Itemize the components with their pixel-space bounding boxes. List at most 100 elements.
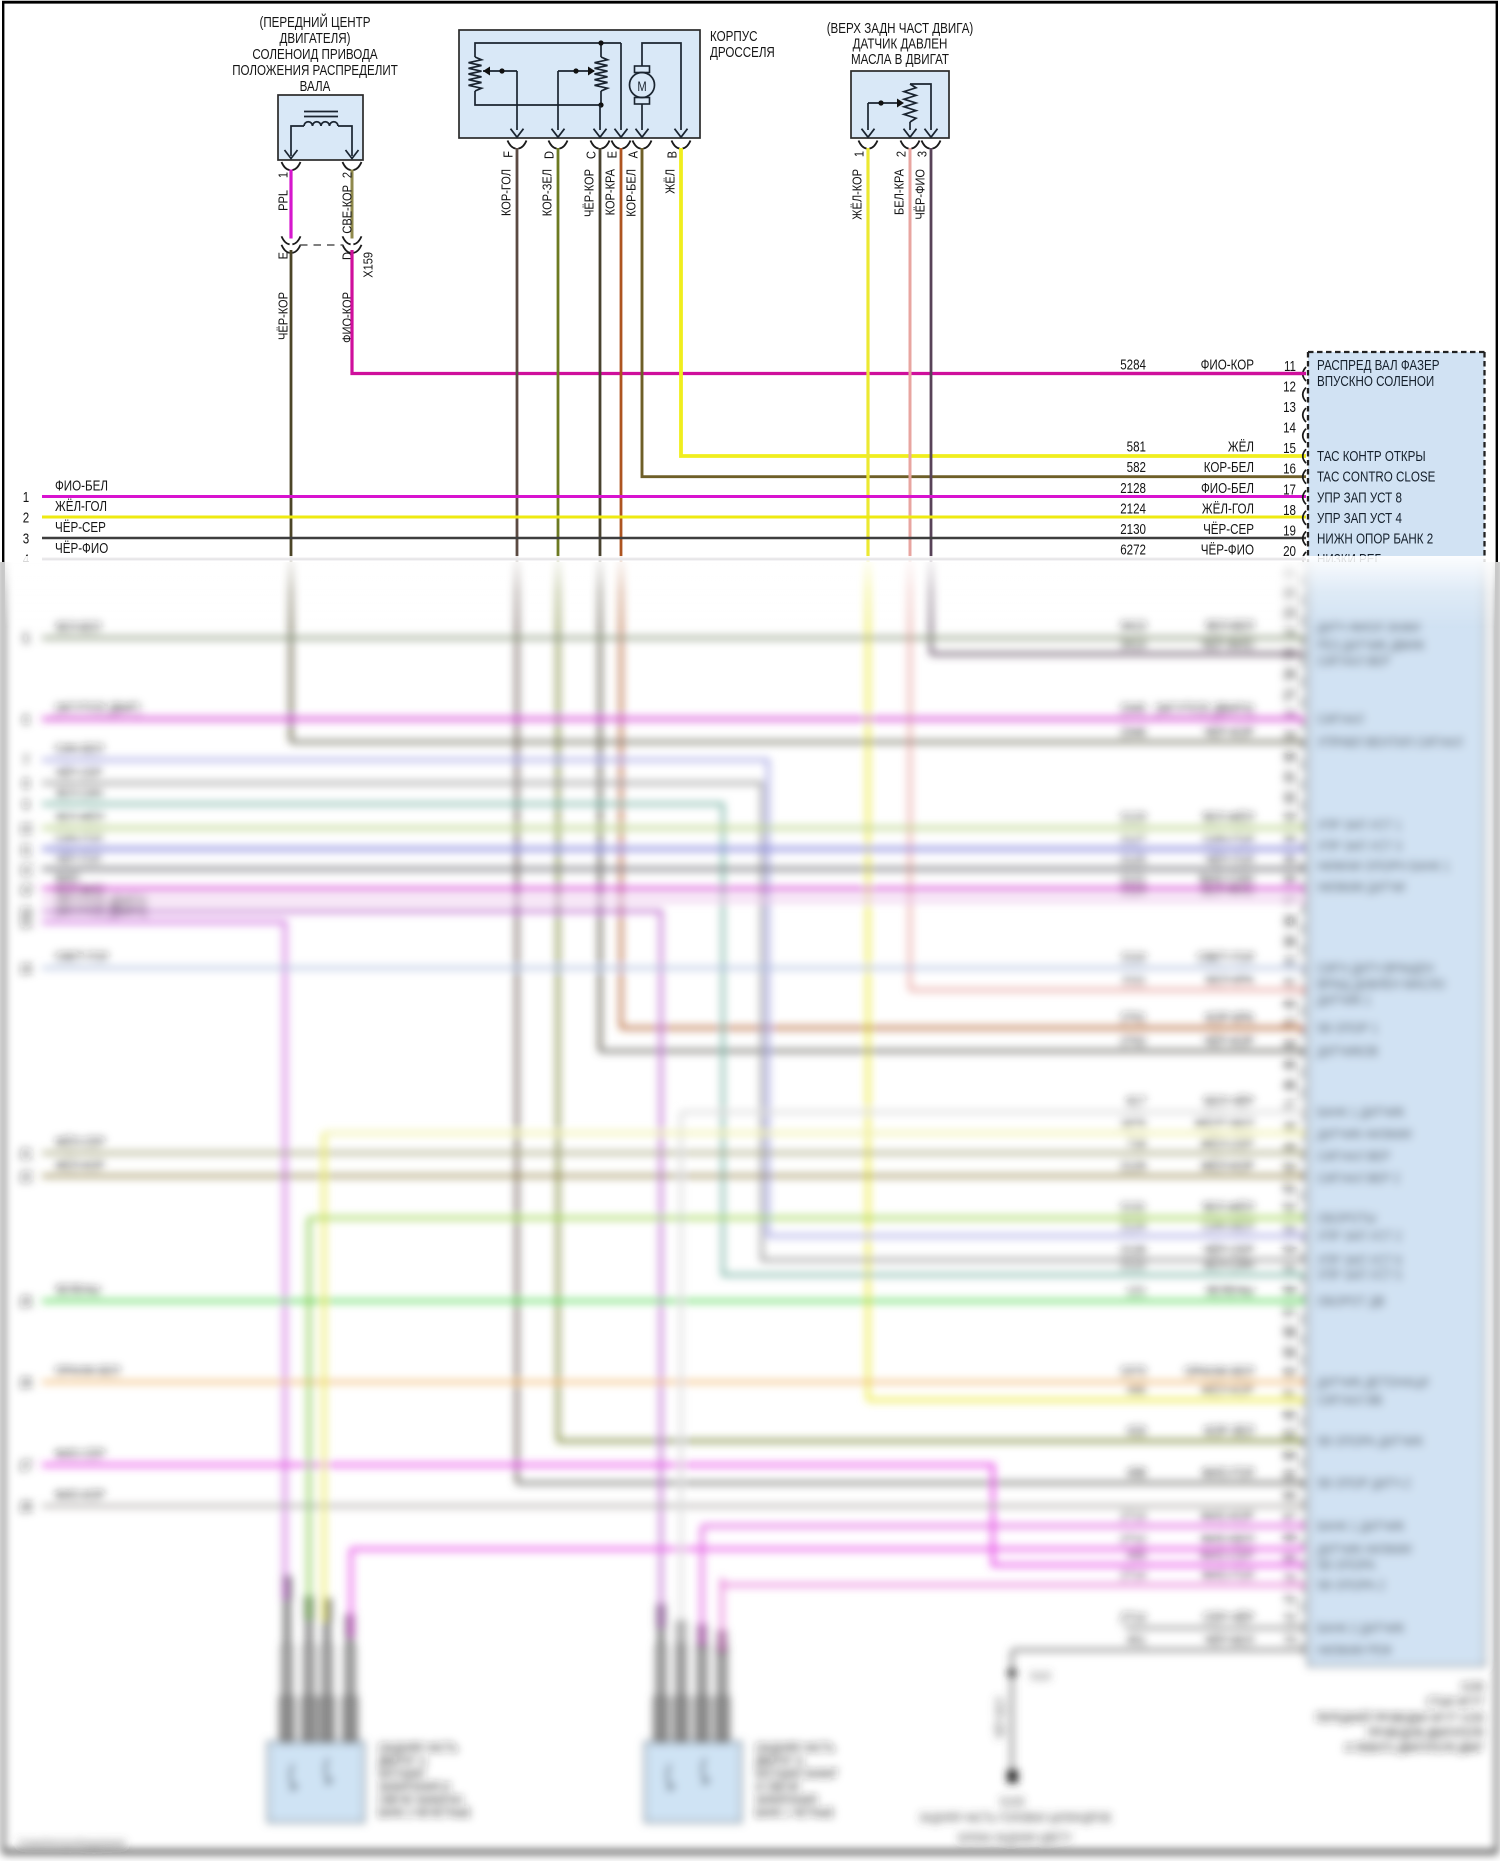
svg-text:44: 44	[1283, 1036, 1296, 1053]
svg-text:КОР-ГОЛ: КОР-ГОЛ	[499, 169, 514, 216]
svg-text:47: 47	[1283, 1098, 1296, 1115]
svg-text:УПР ЗАП УСТ 5: УПР ЗАП УСТ 5	[1317, 1267, 1402, 1284]
svg-text:17: 17	[1283, 481, 1296, 498]
svg-text:50: 50	[1283, 1159, 1296, 1176]
svg-text:БЕЛ-ЧЁР: БЕЛ-ЧЁР	[1204, 1094, 1254, 1111]
svg-text:582: 582	[1127, 459, 1146, 476]
svg-text:КОРПУС: КОРПУС	[710, 28, 757, 45]
svg-text:61: 61	[1283, 1385, 1296, 1402]
svg-text:ДАТЧИК ДАВЛЕН: ДАТЧИК ДАВЛЕН	[853, 35, 948, 52]
svg-text:69: 69	[1283, 1550, 1296, 1567]
svg-text:67: 67	[1283, 1509, 1296, 1526]
svg-text:УПРАВЛ ВЕНТИЛ СИГНАЛ: УПРАВЛ ВЕНТИЛ СИГНАЛ	[1317, 734, 1463, 751]
svg-text:ВРАЩ ДАВЛЕН МАСЛО: ВРАЩ ДАВЛЕН МАСЛО	[1317, 976, 1445, 993]
svg-text:2111: 2111	[1122, 972, 1146, 989]
svg-text:ЗАЖИГАНИЯ И: ЗАЖИГАНИЯ И	[378, 1781, 450, 1794]
svg-text:A: A	[626, 150, 641, 158]
svg-text:РЕЗ ДАТЧИК ДВИЖ: РЕЗ ДАТЧИК ДВИЖ	[1317, 637, 1425, 654]
svg-text:36: 36	[1283, 871, 1296, 888]
svg-text:13: 13	[20, 881, 33, 898]
svg-text:ДАТЧИКОВ: ДАТЧИКОВ	[1317, 1043, 1378, 1060]
svg-text:16: 16	[1283, 460, 1296, 477]
svg-text:ЗЕЛ-СИН: ЗЕЛ-СИН	[1203, 1257, 1254, 1274]
svg-text:2122: 2122	[1120, 1257, 1146, 1274]
svg-text:1: 1	[23, 489, 29, 506]
svg-text:2130: 2130	[1120, 521, 1146, 538]
svg-text:27: 27	[20, 1457, 33, 1474]
svg-text:СВЕ-КОР: СВЕ-КОР	[340, 185, 355, 234]
svg-text:БАНК 1 ЧЕТНЫЕ: БАНК 1 ЧЕТНЫЕ	[755, 1807, 835, 1820]
svg-text:22: 22	[20, 1168, 33, 1185]
svg-text:70: 70	[1283, 1570, 1296, 1587]
svg-text:ЗАЖИГАНИЯ: ЗАЖИГАНИЯ	[755, 1794, 817, 1807]
svg-text:СВЕТ-ГОЛ: СВЕТ-ГОЛ	[1197, 950, 1254, 967]
svg-text:14: 14	[20, 903, 33, 920]
svg-text:27: 27	[1283, 687, 1296, 704]
svg-text:ЖЁЛ-КОР: ЖЁЛ-КОР	[1201, 1158, 1255, 1175]
svg-text:СТЫК ЖГУТ: СТЫК ЖГУТ	[1427, 1696, 1485, 1709]
svg-text:КОР-ЗЕЛ: КОР-ЗЕЛ	[540, 169, 555, 216]
svg-text:2: 2	[340, 172, 355, 178]
svg-text:1876: 1876	[1120, 1115, 1146, 1132]
svg-text:25: 25	[20, 1293, 33, 1310]
svg-text:ЧЁР-ФИО: ЧЁР-ФИО	[913, 169, 928, 220]
svg-text:D: D	[542, 151, 557, 159]
svg-text:52: 52	[1283, 1200, 1296, 1217]
svg-text:ЖЁЛ-КОР: ЖЁЛ-КОР	[55, 1158, 105, 1173]
svg-text:2124: 2124	[1120, 1218, 1146, 1235]
svg-text:ПРОВОДОВ ДВИГАТЕЛЯ: ПРОВОДОВ ДВИГАТЕЛЯ	[1367, 1727, 1484, 1740]
svg-text:35: 35	[1283, 851, 1296, 868]
svg-text:TAC CONTRO CLOSE: TAC CONTRO CLOSE	[1317, 468, 1436, 485]
svg-text:2123: 2123	[1120, 810, 1146, 827]
svg-text:ЧЁР-ГОЛ: ЧЁР-ГОЛ	[55, 851, 101, 866]
svg-text:ЗЕЛЕНЫ: ЗЕЛЕНЫ	[55, 1283, 100, 1298]
svg-text:15: 15	[1283, 440, 1296, 457]
svg-text:40: 40	[1283, 954, 1296, 971]
svg-text:3: 3	[915, 151, 930, 157]
svg-text:БЛОКА ЗАДНИИ ЦВЕТУ: БЛОКА ЗАДНИИ ЦВЕТУ	[958, 1832, 1072, 1845]
svg-text:ЧЁР-КОР: ЧЁР-КОР	[276, 292, 291, 340]
svg-text:ФИО: ФИО	[55, 871, 79, 886]
svg-text:ЖЁЛ-КОР: ЖЁЛ-КОР	[1201, 1382, 1255, 1399]
svg-text:ЗЕЛ-ЖЁЛ: ЗЕЛ-ЖЁЛ	[1202, 1200, 1254, 1217]
svg-text:СИГНАЛ ВВ: СИГНАЛ ВВ	[1317, 1392, 1383, 1409]
svg-text:64: 64	[1283, 1447, 1296, 1464]
svg-text:СхемаЭлектрооборудования: СхемаЭлектрооборудования	[18, 1837, 125, 1848]
svg-text:ЖЁЛ-СЕР: ЖЁЛ-СЕР	[1200, 1135, 1254, 1152]
svg-text:62: 62	[1283, 1406, 1296, 1423]
svg-text:НИЖН ОПОР БАНК 2: НИЖН ОПОР БАНК 2	[1317, 530, 1433, 547]
svg-text:29: 29	[1283, 728, 1296, 745]
svg-text:КОР-КРА: КОР-КРА	[1205, 1010, 1254, 1027]
svg-text:ЧЁР-ФИО: ЧЁР-ФИО	[1201, 636, 1254, 653]
svg-text:БАНК 2 НЕЧЕТНЫЕ: БАНК 2 НЕЧЕТНЫЕ	[378, 1807, 471, 1820]
svg-text:48: 48	[1283, 1118, 1296, 1135]
svg-text:(ЗАДНЯЯ ЧАСТЬ: (ЗАДНЯЯ ЧАСТЬ	[378, 1742, 458, 1755]
svg-text:2: 2	[23, 509, 29, 526]
svg-text:8: 8	[23, 775, 29, 792]
svg-text:33: 33	[1283, 810, 1296, 827]
svg-text:КАТУШКИ: КАТУШКИ	[378, 1768, 424, 1781]
svg-text:И СВЕЧИ: И СВЕЧИ	[755, 1781, 799, 1794]
svg-text:ВПУСКНО СОЛЕНОИ: ВПУСКНО СОЛЕНОИ	[1317, 373, 1434, 390]
svg-text:19: 19	[1283, 522, 1296, 539]
svg-text:F: F	[501, 151, 516, 158]
svg-text:31: 31	[1283, 769, 1296, 786]
svg-text:ОБОРОТЫ: ОБОРОТЫ	[1317, 1210, 1376, 1227]
svg-text:26: 26	[20, 1374, 33, 1391]
svg-text:2121: 2121	[1120, 871, 1146, 888]
svg-text:БЕЛ-ФИО: БЕЛ-ФИО	[55, 882, 104, 897]
svg-text:5В ОПОРА 2: 5В ОПОРА 2	[1317, 1577, 1385, 1594]
svg-text:2714: 2714	[1120, 1567, 1146, 1584]
svg-text:КОР-КРА: КОР-КРА	[603, 168, 618, 215]
svg-text:СВЕТ-ГОЛ: СВЕТ-ГОЛ	[55, 950, 108, 965]
svg-text:НИЖНИ ОПОРН БАНК 1: НИЖНИ ОПОРН БАНК 1	[1317, 858, 1450, 875]
svg-text:БЕЛ-КРА: БЕЛ-КРА	[1206, 972, 1254, 989]
svg-text:5284: 5284	[1120, 356, 1146, 373]
svg-text:ЖЁЛТ-БЕЛ: ЖЁЛТ-БЕЛ	[1194, 1115, 1254, 1132]
svg-text:ЧЁР-КОР: ЧЁР-КОР	[1204, 724, 1255, 741]
svg-text:ФИО-КОР: ФИО-КОР	[1201, 1508, 1255, 1525]
svg-text:НИЗКИИ РЕФ: НИЗКИИ РЕФ	[1317, 1642, 1392, 1659]
svg-text:498: 498	[1127, 1465, 1146, 1482]
svg-text:УПР ЗАП УСТ 6: УПР ЗАП УСТ 6	[1317, 1252, 1402, 1269]
svg-text:6272: 6272	[1120, 541, 1146, 558]
